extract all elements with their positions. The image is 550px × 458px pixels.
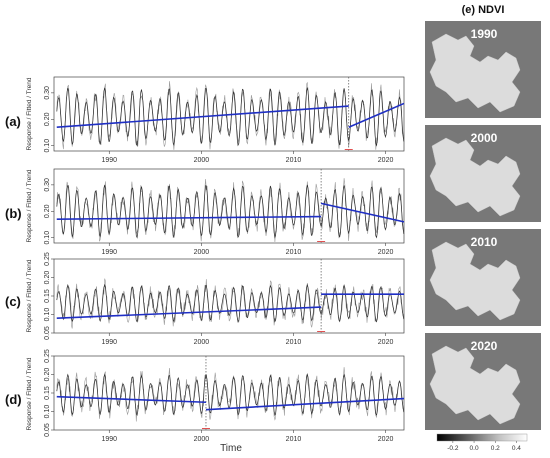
panel-b-xtick-label: 2000 [194,249,210,256]
panel-d-trend-segment-1 [56,395,207,404]
panel-b-ylabel: Response / Fitted / Trend [26,169,33,242]
panel-c-ylabel: Response / Fitted / Trend [26,259,33,332]
panel-d-xtick-label: 2020 [378,436,394,443]
colorbar-tick-label: 0.2 [491,445,500,452]
panel-c-xtick-label: 2010 [286,339,302,346]
panel-d-ytick-label: 0.10 [44,405,51,419]
panel-d-ytick-label: 0.15 [44,386,51,400]
panel-a-ytick-label: 0.10 [44,139,51,153]
ndvi-map-2000-land [429,137,521,217]
ndvi-map-2010: 2010 [425,229,541,326]
panel-b-trend-segment-2 [320,202,405,223]
panel-a-frame [53,76,405,152]
ndvi-year-1990: 1990 [471,27,498,41]
panel-c-ytick-label: 0.15 [44,289,51,303]
panel-c-xtick-label: 1990 [101,339,117,346]
panel-a-trend-segment-1 [56,105,349,129]
panel-d-xtick-label: 1990 [101,436,117,443]
panel-d-response-line [56,367,405,422]
panel-letter-a: (a) [5,114,21,129]
panel-b-xtick-label: 2010 [286,249,302,256]
x-axis-title: Time [220,443,242,454]
colorbar-tick-label: 0.0 [470,445,479,452]
panel-a-trend-segment-2 [348,102,405,128]
panel-c-ytick-label: 0.20 [44,271,51,285]
panel-b-ytick-label: 0.10 [44,231,51,245]
ndvi-map-2020: 2020 [425,333,541,430]
panel-c-response-line [56,278,405,329]
panel-c-xtick-label: 2000 [194,339,210,346]
panel-a-xtick-label: 1990 [101,157,117,164]
panel-c-trend-segment-1 [56,306,322,319]
panel-c-ytick-label: 0.05 [44,326,51,340]
ndvi-map-2010-land [429,241,521,321]
ndvi-year-2010: 2010 [471,235,498,249]
panel-a-ytick-label: 0.20 [44,112,51,126]
panel-b-fitted-line [56,184,405,239]
panel-b-xtick-label: 2020 [378,249,394,256]
ndvi-colorbar-gradient [436,433,528,442]
panel-d-xtick-label: 2010 [286,436,302,443]
ndvi-map-1990-land [429,33,521,113]
panel-b-ytick-label: 0.20 [44,204,51,218]
chart-panel-a: Response / Fitted / Trend 0.10 0.20 0.30 19… [26,76,405,164]
colorbar-tick-label: 0.4 [512,445,521,452]
panel-b-ytick-label: 0.30 [44,178,51,192]
panel-d-ylabel: Response / Fitted / Trend [26,357,33,430]
panel-a-xtick-label: 2000 [194,157,210,164]
panel-d-ytick-label: 0.05 [44,423,51,437]
panel-a-fitted-line [56,87,405,147]
panel-b-frame [53,168,405,244]
colorbar-tick-label: -0.2 [447,445,459,452]
ndvi-map-2000: 2000 [425,125,541,222]
panel-d-xtick-label: 2000 [194,436,210,443]
chart-panel-c: Response / Fitted / Trend 0.05 0.10 0.15 0.… [26,252,405,346]
panel-letter-c: (c) [5,294,21,309]
panel-d-ytick-label: 0.20 [44,368,51,382]
panel-letter-d: (d) [5,392,22,407]
panel-c-xtick-label: 2020 [378,339,394,346]
panel-a-xtick-label: 2020 [378,157,394,164]
ndvi-year-2020: 2020 [471,339,498,353]
panel-c-ytick-label: 0.10 [44,308,51,322]
ndvi-year-2000: 2000 [471,131,498,145]
ndvi-colorbar: -0.2 0.0 0.2 0.4 [436,433,528,452]
chart-panel-b: Response / Fitted / Trend 0.10 0.20 0.30 19… [26,168,405,256]
panel-a-ytick-label: 0.30 [44,86,51,100]
panel-c-ytick-label: 0.25 [44,252,51,266]
ndvi-map-1990: 1990 [425,21,541,118]
panel-d-trend-segment-2 [205,397,405,411]
ndvi-map-2020-land [429,345,521,425]
panel-d-ytick-label: 0.25 [44,349,51,363]
panel-b-trend-segment-1 [56,215,322,221]
chart-panel-d: Response / Fitted / Trend 0.05 0.10 0.15 0.… [26,349,405,443]
ndvi-title: (e) NDVI [462,4,505,16]
panel-letter-b: (b) [5,206,22,221]
panel-a-xtick-label: 2010 [286,157,302,164]
panel-d-fitted-line [56,373,405,416]
panel-a-ylabel: Response / Fitted / Trend [26,77,33,150]
panel-b-xtick-label: 1990 [101,249,117,256]
